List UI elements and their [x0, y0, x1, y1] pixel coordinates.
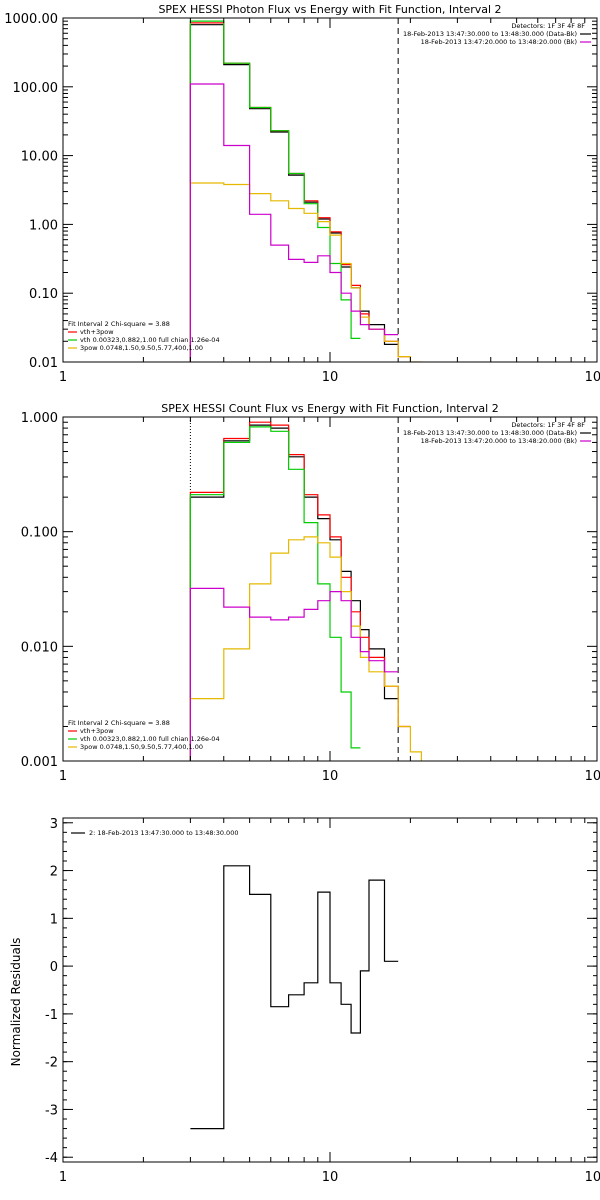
count-flux-title: SPEX HESSI Count Flux vs Energy with Fit… — [161, 402, 498, 415]
y-tick-label: 0.01 — [29, 356, 58, 371]
residuals-panel: Normalized Residuals 1 10 100 -4 -3 -2 -1 0 1 2 3 2… — [9, 817, 600, 1185]
fit-legend-entry: 3pow 0.0748,1.50,9.50,5.77,400,1.00 — [80, 344, 203, 352]
fit-legend-entry: vth 0.00323,0.882,1.00 full chian 1.26e-… — [80, 735, 220, 743]
y-tick-label: -4 — [45, 1151, 58, 1166]
series-3pow-line — [189, 182, 422, 362]
fit-legend-entry: vth+3pow — [80, 727, 114, 735]
x-tick-label: 1 — [59, 1170, 67, 1185]
x-tick-label: 10 — [322, 370, 339, 385]
x-tick-label: 10 — [322, 1170, 339, 1185]
x-tick-label: 1 — [59, 370, 67, 385]
x-tick-label: 1 — [59, 769, 67, 784]
fit-legend-entry: vth 0.00323,0.882,1.00 full chian 1.26e-… — [80, 336, 220, 344]
legend-entry-data-bk: 18-Feb-2013 13:47:30.000 to 13:48:30.000… — [403, 30, 577, 38]
series-vth-line — [189, 20, 361, 362]
fit-legend-entry: vth+3pow — [80, 328, 114, 336]
residual-legend-label: 2: 18-Feb-2013 13:47:30.000 to 13:48:30.… — [89, 829, 238, 837]
y-tick-label: -2 — [45, 1056, 58, 1071]
plot-area — [190, 865, 399, 1130]
legend-entry-bk: 18-Feb-2013 13:47:20.000 to 13:48:20.000… — [421, 437, 577, 445]
y-tick-label: 1.000 — [21, 411, 58, 426]
y-tick-label: -3 — [45, 1103, 58, 1118]
y-tick-label: 100.00 — [13, 81, 59, 96]
plot-frame — [62, 17, 598, 363]
series-3pow-line — [189, 536, 422, 761]
series-18-feb-2013-13-47-30-000-to-13-48-30-000-data-bk-line — [189, 24, 399, 362]
photon-flux-panel: SPEX HESSI Photon Flux vs Energy with Fi… — [4, 3, 600, 385]
series-vth-line — [189, 426, 361, 761]
y-tick-label: -1 — [45, 1008, 58, 1023]
plot-frame — [62, 817, 598, 1163]
y-tick-label: 1 — [50, 912, 58, 927]
y-tick-label: 0.10 — [29, 287, 58, 302]
x-tick-label: 100 — [585, 769, 600, 784]
y-tick-label: 2 — [50, 865, 58, 880]
y-tick-label: 0 — [50, 960, 58, 975]
series-18-feb-2013-13-47-20-000-to-13-48-20-000-bk-line — [189, 83, 399, 362]
x-tick-label: 100 — [585, 370, 600, 385]
fit-legend-header: Fit Interval 2 Chi-square = 3.88 — [68, 320, 170, 328]
fit-legend-header: Fit Interval 2 Chi-square = 3.88 — [68, 719, 170, 727]
fit-legend-entry: 3pow 0.0748,1.50,9.50,5.77,400,1.00 — [80, 743, 203, 751]
legend-entry-bk: 18-Feb-2013 13:47:20.000 to 13:48:20.000… — [421, 38, 577, 46]
count-flux-panel: SPEX HESSI Count Flux vs Energy with Fit… — [21, 402, 600, 784]
residuals-ylabel: Normalized Residuals — [9, 938, 23, 1067]
y-tick-label: 10.00 — [21, 150, 58, 165]
legend-entry-data-bk: 18-Feb-2013 13:47:30.000 to 13:48:30.000… — [403, 429, 577, 437]
y-tick-label: 0.010 — [21, 640, 58, 655]
x-tick-label: 10 — [322, 769, 339, 784]
x-tick-label: 100 — [585, 1170, 600, 1185]
plot-area — [189, 18, 422, 362]
y-tick-label: 0.100 — [21, 526, 58, 541]
y-tick-label: 0.001 — [21, 755, 58, 770]
y-tick-label: 1.00 — [29, 218, 58, 233]
legend-detectors: Detectors: 1F 3F 4F 8F — [511, 421, 585, 429]
legend-detectors: Detectors: 1F 3F 4F 8F — [511, 22, 585, 30]
series-18-feb-2013-13-47-30-000-to-13-48-30-000-data-bk-line — [189, 424, 399, 761]
photon-flux-title: SPEX HESSI Photon Flux vs Energy with Fi… — [158, 3, 501, 16]
series-2-18-feb-2013-13-47-30-000-to-13-48-30-000-line — [190, 865, 399, 1130]
y-tick-label: 1000.00 — [4, 12, 58, 27]
plot-area — [189, 417, 422, 761]
y-tick-label: 3 — [50, 817, 58, 832]
series-18-feb-2013-13-47-20-000-to-13-48-20-000-bk-line — [189, 587, 399, 761]
